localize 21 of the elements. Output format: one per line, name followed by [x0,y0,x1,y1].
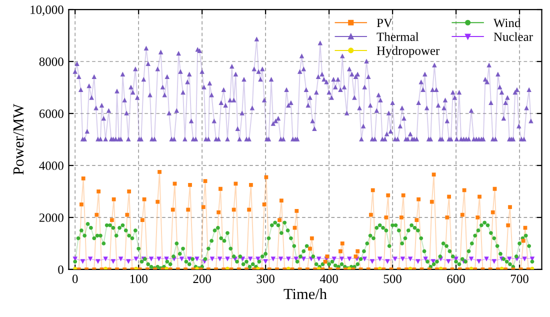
x-tick-label: 200 [193,274,211,284]
x-tick-label: 0 [72,274,78,284]
legend-label: Hydropower [376,46,440,58]
y-tick-label: 6000 [39,110,64,118]
y-tick-label: 10,000 [30,6,64,16]
legend-label: Thermal [376,32,419,42]
y-tick-label: 4000 [39,162,64,170]
y-tick-label: 0 [58,265,64,274]
x-tick-label: 500 [384,274,402,284]
legend-label: PV [376,18,392,28]
x-tick-label: 300 [256,274,274,284]
y-axis-title: Power/MW [13,104,24,175]
x-tick-label: 100 [130,274,148,284]
y-tick-label: 8000 [39,58,64,66]
legend-label: Wind [493,18,521,28]
x-tick-label: 700 [510,274,528,284]
legend-label: Nuclear [494,32,533,42]
x-tick-label: 400 [320,274,338,284]
x-tick-label: 600 [447,274,465,284]
x-axis-title: Time/h [284,288,327,300]
y-tick-label: 2000 [39,213,64,222]
